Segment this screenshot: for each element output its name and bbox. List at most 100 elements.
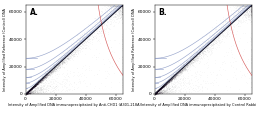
Point <box>118 5 122 7</box>
Point <box>169 79 173 81</box>
Point <box>155 92 159 94</box>
Point <box>183 68 187 70</box>
Point <box>34 87 38 89</box>
Point <box>163 83 167 85</box>
Point <box>233 5 237 7</box>
Point <box>160 86 164 88</box>
Point <box>155 92 159 94</box>
Point <box>34 83 38 85</box>
Point <box>155 91 159 93</box>
Point <box>41 77 45 79</box>
Point <box>242 5 247 7</box>
Point <box>52 65 56 67</box>
Point <box>26 92 30 94</box>
Point <box>116 9 120 11</box>
Point <box>49 71 53 73</box>
Point <box>230 5 234 7</box>
Point <box>243 10 247 12</box>
Point <box>156 90 160 92</box>
Point <box>169 90 174 92</box>
Point <box>32 86 36 88</box>
Point <box>24 93 28 95</box>
Point <box>36 80 40 82</box>
Point <box>166 80 170 81</box>
Point <box>110 10 114 12</box>
Point <box>51 65 55 67</box>
Point <box>182 65 186 67</box>
Point <box>154 91 158 93</box>
Point <box>25 92 29 94</box>
Point <box>35 83 39 85</box>
Point <box>36 83 40 85</box>
Point <box>40 78 45 80</box>
Point <box>197 55 201 56</box>
Point <box>191 59 195 61</box>
Point <box>196 51 200 53</box>
Point <box>210 33 214 35</box>
Point <box>28 89 32 91</box>
Point <box>162 83 166 85</box>
Point <box>249 5 253 7</box>
Point <box>41 76 45 78</box>
Point <box>64 54 68 56</box>
Point <box>29 88 34 90</box>
Point <box>155 91 159 92</box>
Point <box>86 33 90 35</box>
Point <box>77 42 81 44</box>
Point <box>161 86 165 88</box>
Point <box>160 89 164 91</box>
Point <box>155 90 159 92</box>
Point <box>182 60 186 62</box>
Point <box>47 72 51 74</box>
Point <box>41 76 45 78</box>
Point <box>154 93 158 95</box>
Point <box>116 11 120 13</box>
Point <box>177 71 181 73</box>
Point <box>33 85 37 87</box>
Point <box>75 51 79 53</box>
Point <box>249 11 253 13</box>
Point <box>28 88 32 90</box>
Point <box>52 87 56 89</box>
Point <box>163 84 167 86</box>
Point <box>172 76 176 78</box>
Point <box>58 63 62 65</box>
Point <box>34 85 38 87</box>
Point <box>242 11 246 13</box>
Point <box>249 18 253 20</box>
Point <box>29 88 33 90</box>
Point <box>172 77 176 79</box>
Point <box>177 89 182 91</box>
Point <box>39 77 44 79</box>
Point <box>179 68 183 70</box>
Point <box>154 92 158 94</box>
Point <box>159 86 164 88</box>
Point <box>164 82 168 84</box>
Point <box>32 85 36 87</box>
Point <box>62 56 67 58</box>
Point <box>156 89 160 91</box>
Point <box>244 5 248 7</box>
Point <box>239 5 243 7</box>
Point <box>25 92 29 94</box>
Point <box>45 74 49 76</box>
Point <box>120 12 124 14</box>
Point <box>34 88 38 90</box>
Point <box>51 64 56 66</box>
Point <box>33 84 37 86</box>
Point <box>208 53 212 55</box>
Point <box>95 24 99 26</box>
Point <box>171 76 175 78</box>
Point <box>45 71 49 73</box>
Point <box>29 88 33 90</box>
Point <box>31 90 35 92</box>
Point <box>248 10 252 12</box>
Point <box>46 74 50 76</box>
Point <box>162 84 166 86</box>
Point <box>176 72 180 74</box>
Point <box>105 70 109 72</box>
Point <box>203 46 207 48</box>
Point <box>161 89 165 91</box>
Point <box>35 81 39 83</box>
Point <box>36 79 40 81</box>
